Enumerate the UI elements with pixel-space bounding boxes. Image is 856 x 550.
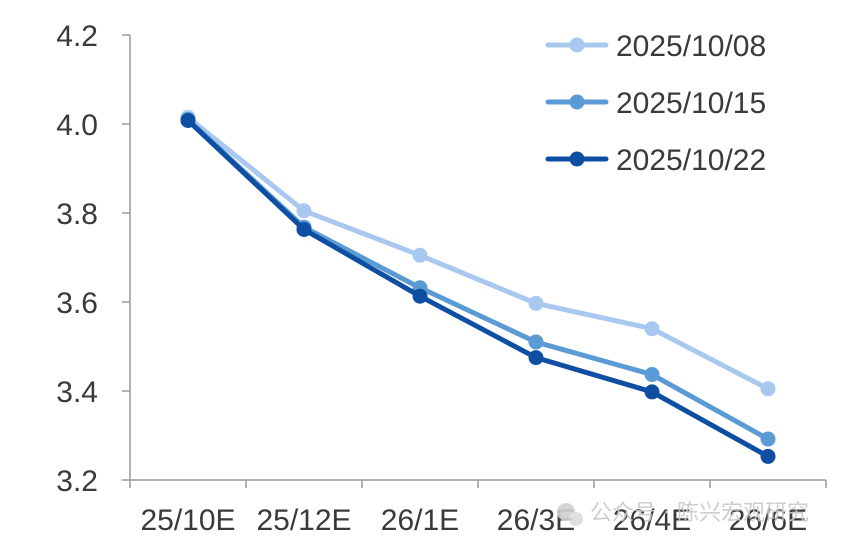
y-tick-label: 4.0 xyxy=(56,109,98,142)
x-tick-label: 25/10E xyxy=(140,504,235,537)
legend-label: 2025/10/15 xyxy=(616,87,766,120)
legend-swatch-marker xyxy=(569,151,585,167)
x-tick-label: 26/1E xyxy=(381,504,459,537)
data-point xyxy=(760,448,776,464)
data-point xyxy=(528,334,544,350)
y-tick-label: 3.4 xyxy=(56,376,98,409)
y-tick-label: 4.2 xyxy=(56,20,98,53)
watermark-text: 公众号 · 陈兴宏观研究 xyxy=(590,501,809,526)
data-point xyxy=(644,367,660,383)
legend-swatch-marker xyxy=(569,37,585,53)
legend-label: 2025/10/22 xyxy=(616,144,766,177)
data-point xyxy=(760,431,776,447)
x-tick-label: 26/4E xyxy=(613,504,691,537)
y-tick-label: 3.2 xyxy=(56,465,98,498)
y-tick-label: 3.6 xyxy=(56,287,98,320)
legend-item: 2025/10/22 xyxy=(545,144,766,177)
y-tick-label: 3.8 xyxy=(56,198,98,231)
data-point xyxy=(644,384,660,400)
data-point xyxy=(528,295,544,311)
data-point xyxy=(528,350,544,366)
x-tick-label: 26/6E xyxy=(729,504,807,537)
data-point xyxy=(644,321,660,337)
data-point xyxy=(412,288,428,304)
wechat-icon xyxy=(557,503,583,526)
series-layer xyxy=(180,109,776,464)
series-line xyxy=(185,117,771,459)
data-point xyxy=(180,112,196,128)
legend: 2025/10/08 2025/10/15 2025/10/22 xyxy=(545,30,766,177)
legend-item: 2025/10/08 xyxy=(545,30,766,63)
series-2 xyxy=(180,112,776,464)
y-axis: 3.2 3.4 3.6 3.8 4.0 4.2 xyxy=(56,20,131,498)
data-point xyxy=(296,221,312,237)
data-point xyxy=(760,381,776,397)
legend-item: 2025/10/15 xyxy=(545,87,766,120)
watermark: 公众号 · 陈兴宏观研究 xyxy=(557,501,809,526)
legend-swatch-marker xyxy=(569,94,585,110)
series-0 xyxy=(180,109,776,397)
data-point xyxy=(412,247,428,263)
data-point xyxy=(296,203,312,219)
legend-label: 2025/10/08 xyxy=(616,30,766,63)
series-line xyxy=(185,114,771,392)
x-tick-label: 25/12E xyxy=(256,504,351,537)
